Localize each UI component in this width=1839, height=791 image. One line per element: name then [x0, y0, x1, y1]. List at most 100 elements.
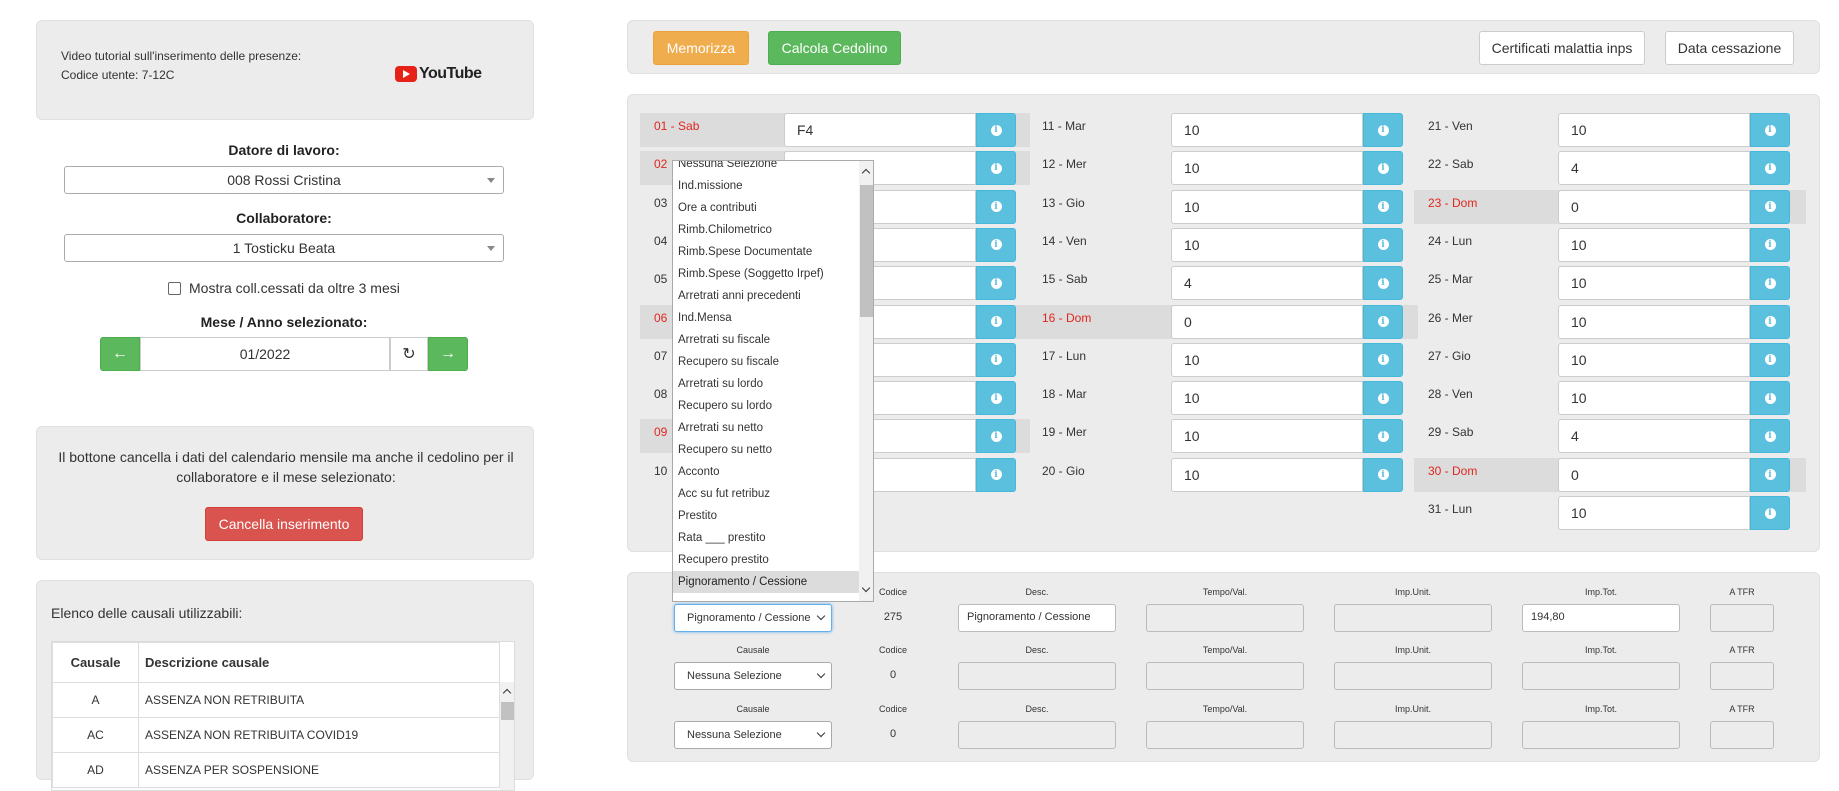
field-tfr[interactable] — [1710, 604, 1774, 632]
calendar-day-input[interactable]: 10 — [1171, 151, 1363, 186]
day-info-button[interactable]: i — [976, 151, 1016, 186]
table-scrollbar[interactable] — [500, 682, 514, 790]
day-info-button[interactable]: i — [976, 342, 1016, 377]
day-info-button[interactable]: i — [1750, 457, 1790, 492]
table-row[interactable]: AC ASSENZA NON RETRIBUITA COVID19 — [52, 717, 500, 753]
calendar-day-input[interactable]: 10 — [1171, 113, 1363, 147]
calendar-day-input[interactable]: 10 — [1171, 189, 1363, 224]
calendar-day-input[interactable]: 0 — [1171, 304, 1363, 339]
calendar-day-input[interactable]: F4 — [784, 113, 976, 147]
day-info-button[interactable]: i — [1750, 113, 1790, 147]
dropdown-option[interactable]: Rimb.Spese Documentate — [678, 246, 813, 258]
next-month-button[interactable]: → — [428, 337, 468, 371]
dropdown-scrollbar[interactable] — [859, 161, 873, 601]
calendar-day-input[interactable]: 10 — [1558, 227, 1750, 262]
calendar-day-input[interactable]: 10 — [1558, 342, 1750, 377]
day-info-button[interactable]: i — [976, 113, 1016, 147]
day-info-button[interactable]: i — [1750, 496, 1790, 530]
day-info-button[interactable]: i — [1363, 419, 1403, 454]
causale-select[interactable]: Pignoramento / Cessione — [674, 604, 832, 632]
dropdown-option[interactable]: Acconto — [678, 466, 720, 478]
dropdown-option[interactable]: Arretrati anni precedenti — [678, 290, 801, 302]
day-info-button[interactable]: i — [1363, 342, 1403, 377]
calendar-day-input[interactable]: 10 — [1171, 381, 1363, 416]
cancel-insert-button[interactable]: Cancella inserimento — [205, 507, 363, 541]
day-info-button[interactable]: i — [1363, 381, 1403, 416]
scroll-down-icon[interactable] — [861, 583, 871, 593]
month-input[interactable]: 01/2022 — [140, 337, 390, 371]
field-tempo[interactable] — [1146, 721, 1304, 749]
show-ceased-checkbox[interactable] — [168, 281, 181, 295]
calendar-day-input[interactable]: 10 — [1558, 304, 1750, 339]
day-info-button[interactable]: i — [1363, 189, 1403, 224]
causale-select[interactable]: Nessuna Selezione — [674, 721, 832, 749]
field-tfr[interactable] — [1710, 662, 1774, 690]
day-info-button[interactable]: i — [1750, 266, 1790, 301]
day-info-button[interactable]: i — [1750, 342, 1790, 377]
field-tempo[interactable] — [1146, 604, 1304, 632]
dropdown-option[interactable]: Acc su fut retribuz — [678, 488, 771, 500]
scroll-up-icon[interactable] — [502, 688, 512, 698]
field-imp-tot[interactable]: 194,80 — [1522, 604, 1680, 632]
dropdown-option[interactable]: Ind.Mensa — [678, 312, 732, 324]
calendar-day-input[interactable]: 10 — [1558, 496, 1750, 530]
calendar-day-input[interactable]: 4 — [1558, 419, 1750, 454]
day-info-button[interactable]: i — [1363, 304, 1403, 339]
dropdown-option[interactable]: Nessuna Selezione — [678, 160, 778, 170]
dropdown-option[interactable]: Rata ___ prestito — [678, 532, 766, 544]
dropdown-option[interactable]: Arretrati su lordo — [678, 378, 764, 390]
field-imp-unit[interactable] — [1334, 604, 1492, 632]
day-info-button[interactable]: i — [1363, 457, 1403, 492]
dropdown-option[interactable]: Arretrati su fiscale — [678, 334, 771, 346]
day-info-button[interactable]: i — [976, 189, 1016, 224]
calendar-day-input[interactable]: 10 — [1171, 457, 1363, 492]
dropdown-option[interactable]: Ind.missione — [678, 180, 743, 192]
dropdown-option[interactable]: Ore a contributi — [678, 202, 757, 214]
day-info-button[interactable]: i — [976, 266, 1016, 301]
field-imp-tot[interactable] — [1522, 662, 1680, 690]
dropdown-option[interactable]: Arretrati su netto — [678, 422, 764, 434]
day-info-button[interactable]: i — [976, 304, 1016, 339]
field-imp-tot[interactable] — [1522, 721, 1680, 749]
calendar-day-input[interactable]: 0 — [1558, 189, 1750, 224]
table-row[interactable]: A ASSENZA NON RETRIBUITA — [52, 682, 500, 718]
calendar-day-input[interactable]: 10 — [1558, 113, 1750, 147]
field-imp-unit[interactable] — [1334, 662, 1492, 690]
day-info-button[interactable]: i — [1750, 151, 1790, 186]
calendar-day-input[interactable]: 4 — [1171, 266, 1363, 301]
field-tempo[interactable] — [1146, 662, 1304, 690]
calendar-day-input[interactable]: 10 — [1558, 381, 1750, 416]
day-info-button[interactable]: i — [976, 419, 1016, 454]
calendar-day-input[interactable]: 4 — [1558, 151, 1750, 186]
refresh-month-button[interactable]: ↻ — [390, 337, 428, 371]
calendar-day-input[interactable]: 10 — [1171, 342, 1363, 377]
dropdown-option[interactable]: Prestito — [678, 510, 717, 522]
show-ceased-row[interactable]: Mostra coll.cessati da oltre 3 mesi — [168, 280, 400, 296]
calendar-day-input[interactable]: 10 — [1171, 227, 1363, 262]
day-info-button[interactable]: i — [1750, 227, 1790, 262]
dropdown-option[interactable]: Recupero prestito — [678, 554, 769, 566]
scroll-thumb[interactable] — [501, 702, 514, 720]
certificati-malattia-button[interactable]: Certificati malattia inps — [1479, 31, 1645, 65]
scroll-up-icon[interactable] — [861, 168, 871, 178]
field-desc[interactable]: Pignoramento / Cessione — [958, 604, 1116, 632]
day-info-button[interactable]: i — [1363, 151, 1403, 186]
prev-month-button[interactable]: ← — [100, 337, 140, 371]
day-info-button[interactable]: i — [1750, 189, 1790, 224]
dropdown-option[interactable]: Rimb.Spese (Soggetto Irpef) — [678, 268, 824, 280]
day-info-button[interactable]: i — [976, 381, 1016, 416]
calendar-day-input[interactable]: 10 — [1171, 419, 1363, 454]
scroll-thumb[interactable] — [860, 185, 873, 317]
calendar-day-input[interactable]: 10 — [1558, 266, 1750, 301]
day-info-button[interactable]: i — [976, 227, 1016, 262]
day-info-button[interactable]: i — [976, 457, 1016, 492]
field-imp-unit[interactable] — [1334, 721, 1492, 749]
day-info-button[interactable]: i — [1363, 113, 1403, 147]
day-info-button[interactable]: i — [1363, 266, 1403, 301]
day-info-button[interactable]: i — [1750, 381, 1790, 416]
calendar-day-input[interactable]: 0 — [1558, 457, 1750, 492]
youtube-logo[interactable]: YouTube — [395, 65, 482, 83]
table-row[interactable]: AD ASSENZA PER SOSPENSIONE — [52, 752, 500, 788]
day-info-button[interactable]: i — [1750, 419, 1790, 454]
memorizza-button[interactable]: Memorizza — [653, 31, 749, 65]
